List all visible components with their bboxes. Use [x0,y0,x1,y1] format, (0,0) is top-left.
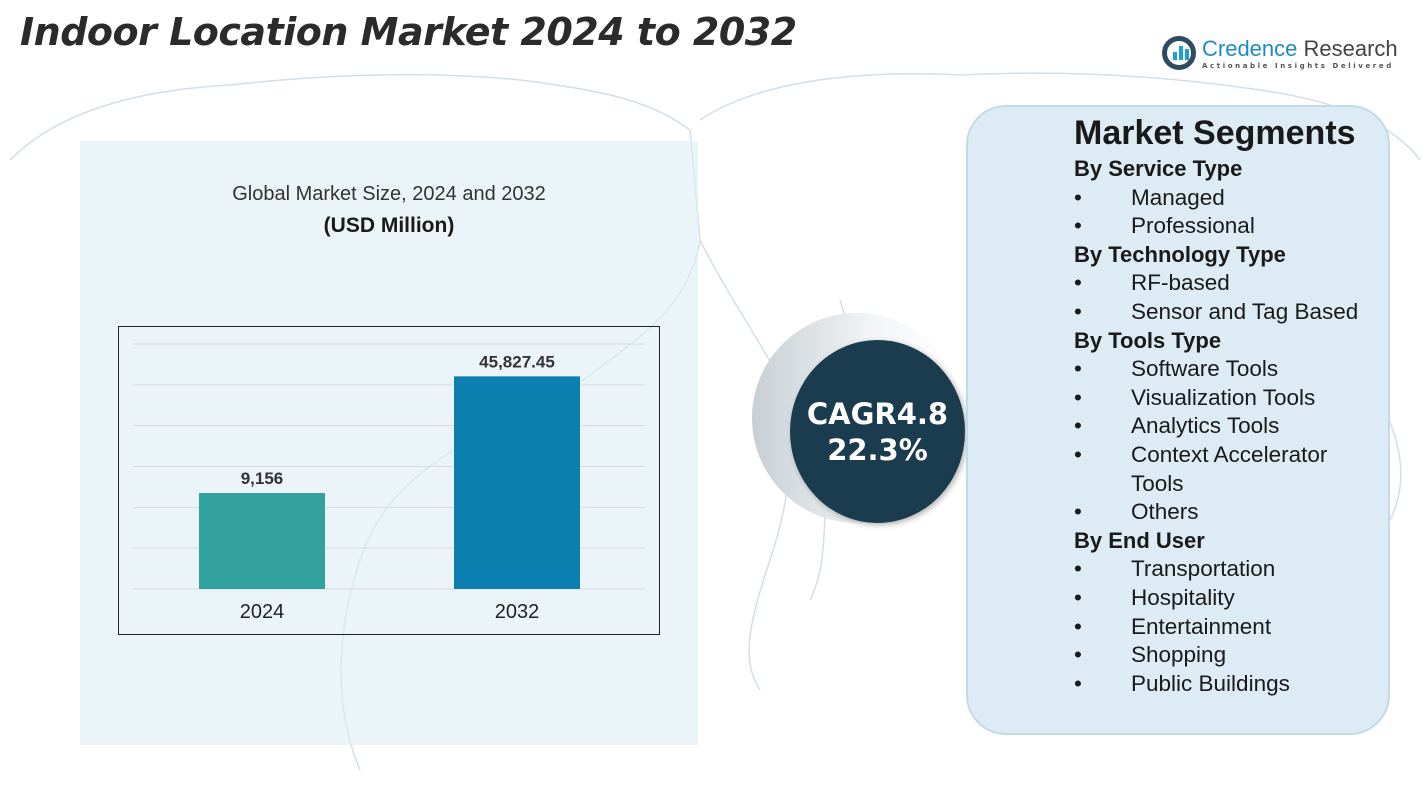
segment-group-list: Software ToolsVisualization ToolsAnalyti… [1074,355,1384,527]
segment-group-title: By Tools Type [1074,327,1222,353]
bar-2024 [199,493,325,589]
segments-heading: Market Segments [1074,114,1356,152]
logo-tagline: Actionable Insights Delivered [1202,62,1394,70]
chart-subtitle: (USD Million) [323,214,455,237]
logo-name-b: Research [1297,36,1398,61]
cagr-label: CAGR4.8 [806,396,949,431]
segment-group-list: ManagedProfessional [1074,184,1384,241]
segment-group-list: RF-basedSensor and Tag Based [1074,269,1384,326]
data-label-2024: 9,156 [241,469,284,488]
x-tick-label-2032: 2032 [495,601,540,623]
segment-item: Hospitality [1074,584,1384,613]
segment-group-list: TransportationHospitalityEntertainmentSh… [1074,555,1384,698]
data-label-2032: 45,827.45 [479,352,555,371]
bar-2032 [454,376,580,589]
segment-item: Public Buildings [1074,670,1384,699]
segment-item: Sensor and Tag Based [1074,298,1384,327]
segment-item: Software Tools [1074,355,1384,384]
segment-item: Entertainment [1074,613,1384,642]
chart-frame: 9,156 2024 45,827.45 2032 [118,326,660,635]
segment-group-title: By Service Type [1074,156,1243,181]
segment-item: Shopping [1074,641,1384,670]
segment-group-title: By End User [1074,527,1205,553]
segment-item: RF-based [1074,269,1384,298]
logo-chart-icon [1162,36,1196,70]
cagr-value: 22.3% [827,432,928,467]
bar-chart: 9,156 2024 45,827.45 2032 [133,343,645,623]
logo-name-a: Credence [1202,36,1298,61]
x-tick-label-2024: 2024 [240,601,285,623]
segment-group-title: By Technology Type [1074,241,1286,267]
segment-item: Visualization Tools [1074,384,1384,413]
segment-item: Transportation [1074,555,1384,584]
segment-item: Analytics Tools [1074,412,1384,441]
chart-title: Global Market Size, 2024 and 2032 [232,183,546,205]
segment-item: Context Accelerator Tools [1074,441,1384,498]
cagr-badge: CAGR4.8 22.3% [790,340,965,523]
segment-item: Managed [1074,184,1384,213]
credence-research-logo: Credence Research Actionable Insights De… [1162,36,1398,70]
segment-item: Others [1074,498,1384,527]
page-title: Indoor Location Market 2024 to 2032 [20,10,797,54]
segment-item: Professional [1074,212,1384,241]
chart-panel [80,141,698,745]
segments-list: Market Segments By Service Type ManagedPr… [1074,114,1384,698]
